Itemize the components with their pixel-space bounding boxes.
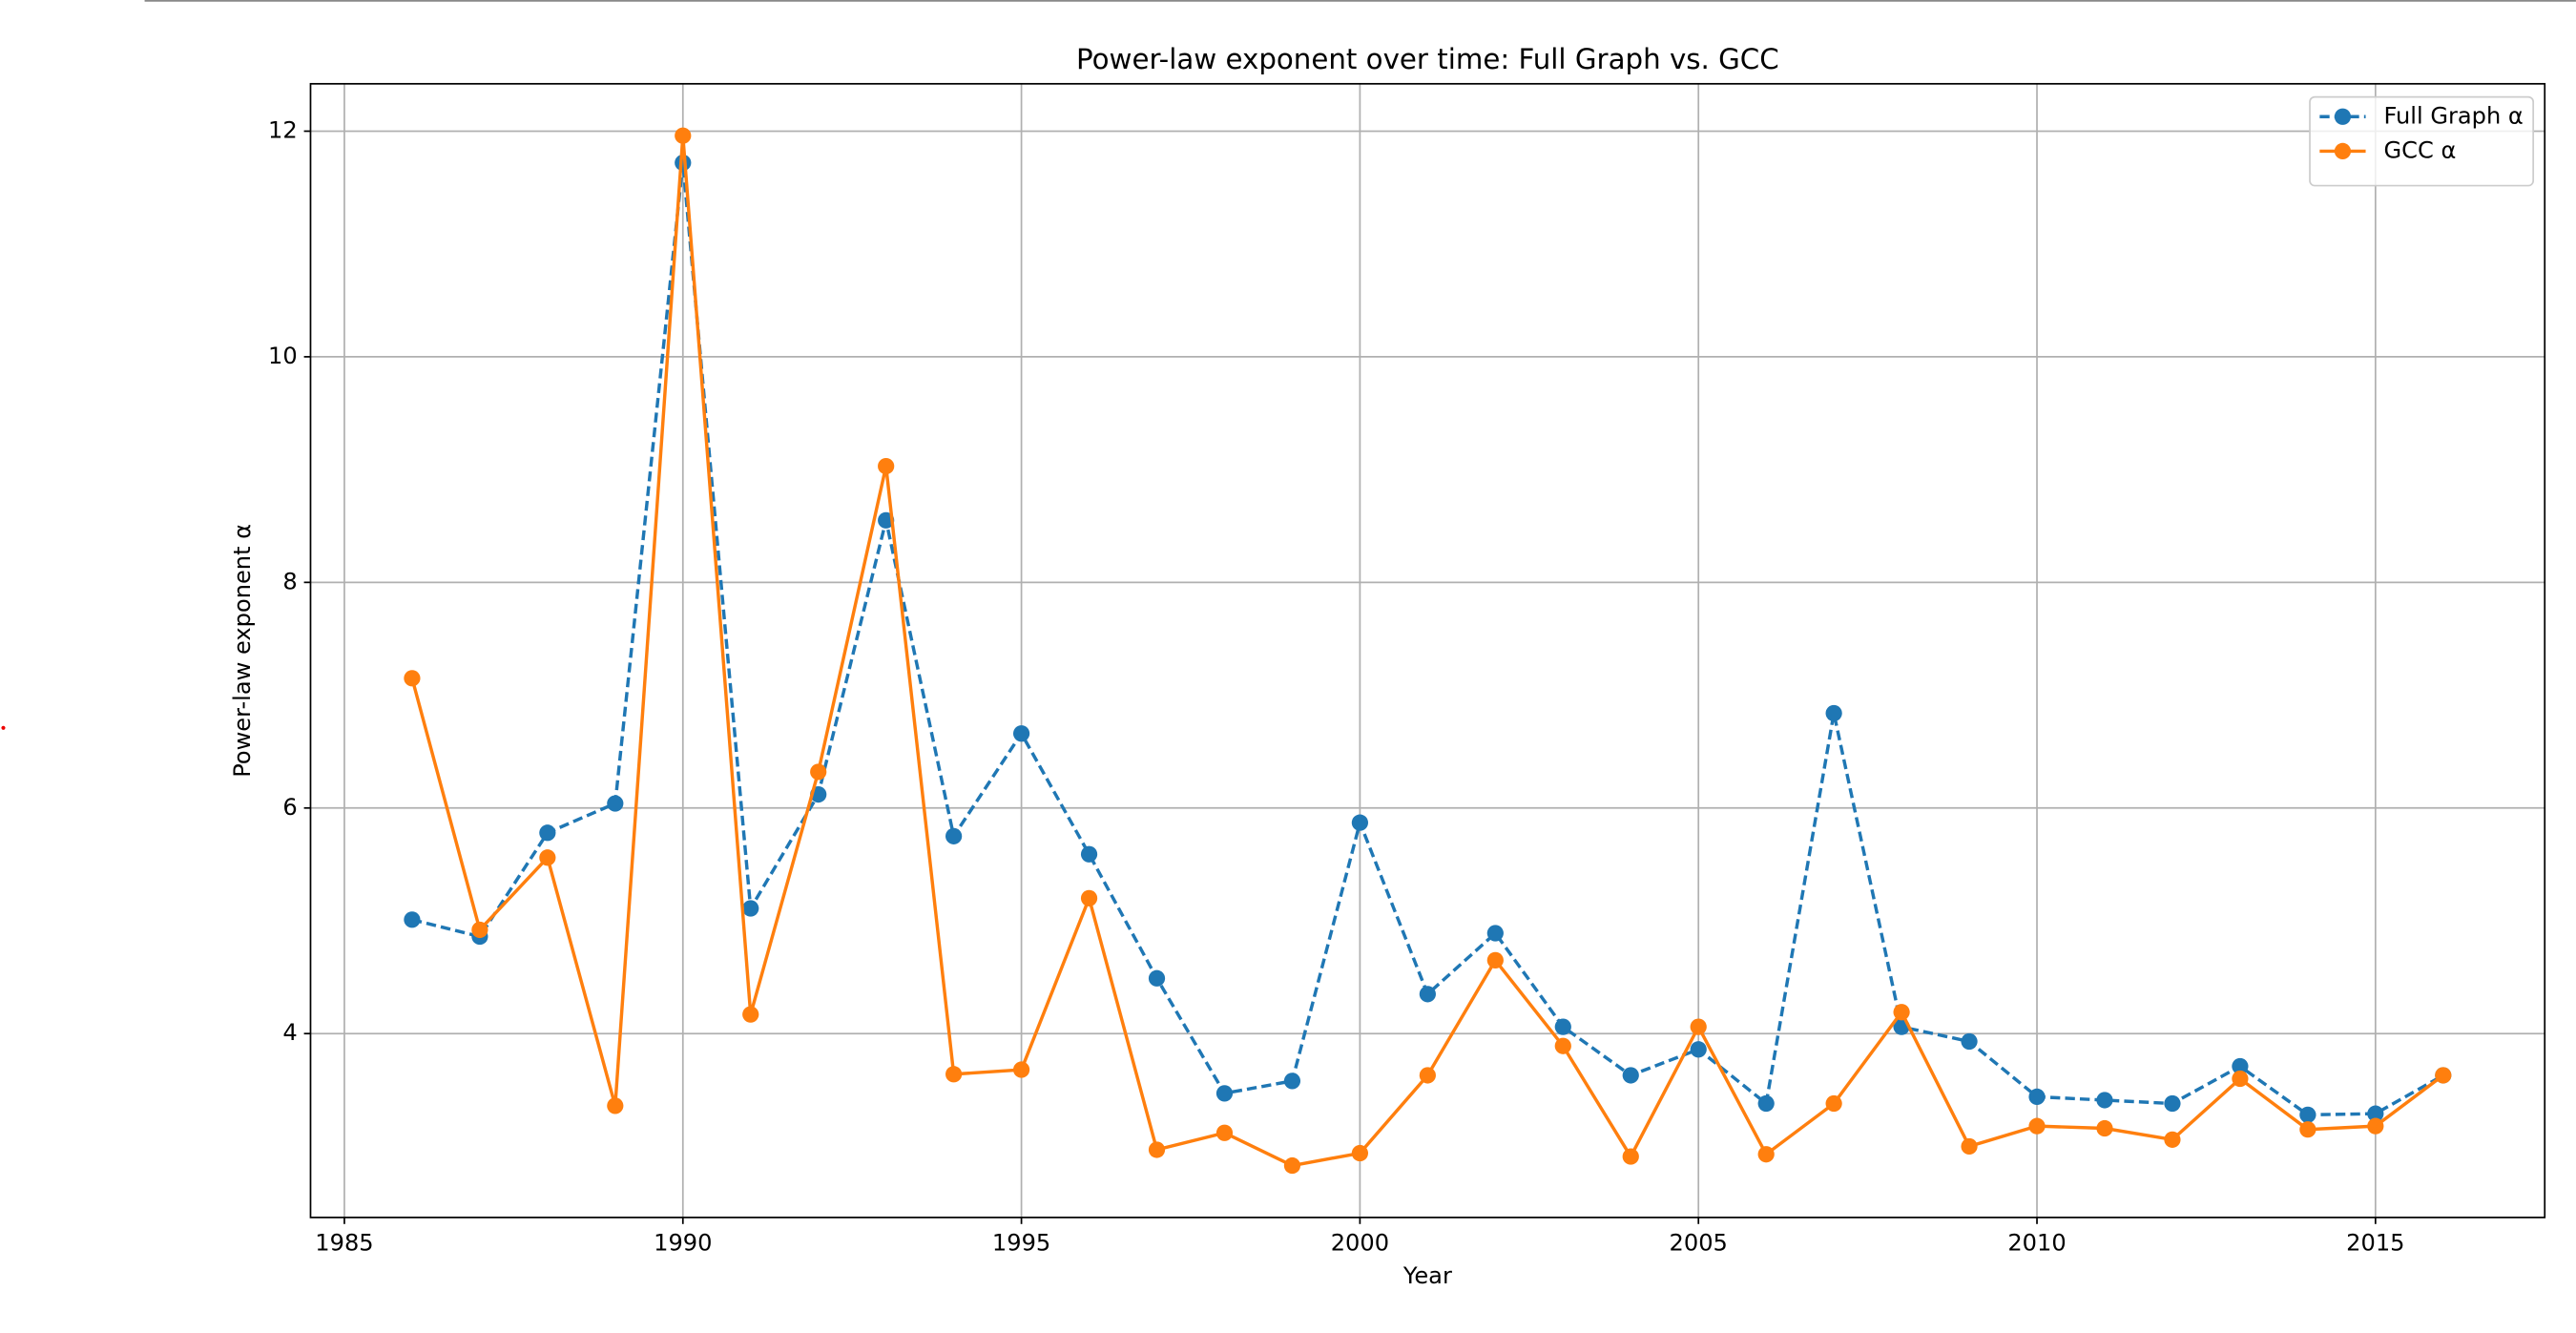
x-tick-label: 2000 bbox=[1331, 1229, 1389, 1256]
point bbox=[2299, 1121, 2316, 1138]
point bbox=[675, 127, 692, 144]
point bbox=[1757, 1094, 1775, 1113]
point bbox=[2299, 1106, 2316, 1123]
chart-title: Power-law exponent over time: Full Graph… bbox=[1076, 43, 1779, 75]
point bbox=[1961, 1137, 1978, 1156]
point bbox=[1012, 1061, 1030, 1078]
point bbox=[1283, 1073, 1301, 1090]
point bbox=[2232, 1070, 2249, 1088]
point bbox=[1893, 1004, 1910, 1021]
point bbox=[1012, 725, 1030, 742]
point bbox=[810, 763, 827, 781]
x-tick-label: 1985 bbox=[315, 1229, 373, 1256]
series-line bbox=[410, 135, 2444, 1168]
point bbox=[2028, 1117, 2046, 1135]
point bbox=[1283, 1156, 1301, 1175]
series-line bbox=[411, 162, 2444, 1117]
point bbox=[2028, 1088, 2046, 1106]
x-tick-label: 1990 bbox=[654, 1229, 712, 1256]
point bbox=[675, 154, 692, 172]
x-tick-label: 2010 bbox=[2007, 1229, 2066, 1256]
legend-label: GCC α bbox=[2383, 136, 2456, 163]
legend: Full Graph α GCC α bbox=[2309, 95, 2535, 187]
point bbox=[607, 795, 624, 812]
point bbox=[2164, 1094, 2181, 1113]
legend-label: Full Graph α bbox=[2383, 102, 2523, 129]
point bbox=[1554, 1037, 1571, 1054]
x-tick-label: 2005 bbox=[1670, 1229, 1728, 1256]
point bbox=[2367, 1117, 2384, 1135]
point bbox=[2096, 1119, 2113, 1137]
point bbox=[1486, 951, 1504, 969]
point bbox=[539, 824, 556, 842]
point bbox=[945, 827, 963, 844]
y-tick-label: 8 bbox=[282, 568, 297, 594]
point bbox=[945, 1066, 963, 1083]
point bbox=[1351, 814, 1369, 831]
point bbox=[471, 921, 488, 939]
point bbox=[742, 900, 759, 917]
point bbox=[742, 1006, 759, 1023]
point bbox=[2164, 1131, 2181, 1148]
point bbox=[1148, 969, 1166, 987]
point bbox=[1690, 1041, 1707, 1058]
point bbox=[2367, 1105, 2384, 1122]
y-tick-label: 6 bbox=[282, 794, 297, 821]
point bbox=[1351, 1144, 1369, 1162]
point bbox=[607, 1097, 624, 1114]
point bbox=[2232, 1057, 2249, 1075]
point bbox=[1622, 1148, 1639, 1165]
point bbox=[1825, 704, 1842, 722]
point bbox=[2096, 1092, 2113, 1109]
point bbox=[1622, 1067, 1639, 1084]
point bbox=[1419, 1067, 1436, 1084]
point bbox=[404, 670, 421, 687]
point bbox=[1215, 1085, 1234, 1102]
point bbox=[1215, 1124, 1234, 1141]
point bbox=[2435, 1067, 2452, 1084]
x-axis-label: Year bbox=[1402, 1262, 1452, 1289]
y-tick-label: 12 bbox=[268, 116, 298, 143]
point bbox=[878, 457, 895, 475]
point bbox=[1148, 1141, 1166, 1158]
x-tick-label: 2015 bbox=[2346, 1229, 2404, 1256]
point bbox=[1690, 1018, 1707, 1035]
point bbox=[1486, 925, 1504, 942]
y-tick-label: 10 bbox=[268, 343, 298, 369]
point bbox=[1757, 1146, 1775, 1163]
y-axis-label: Power-law exponent α bbox=[229, 524, 256, 778]
legend-marker bbox=[2334, 108, 2352, 125]
legend-box bbox=[2309, 95, 2535, 187]
point bbox=[1554, 1018, 1571, 1035]
stray-dot bbox=[1, 725, 6, 730]
plot-frame bbox=[309, 82, 2546, 1218]
x-tick-label: 1995 bbox=[992, 1229, 1050, 1256]
point bbox=[1080, 889, 1098, 906]
point bbox=[1825, 1094, 1842, 1113]
point bbox=[539, 849, 556, 866]
point bbox=[1419, 986, 1436, 1003]
legend-marker bbox=[2334, 142, 2352, 160]
point bbox=[1961, 1032, 1978, 1051]
point bbox=[1080, 845, 1098, 863]
y-tick-label: 4 bbox=[282, 1019, 297, 1046]
point bbox=[404, 911, 421, 928]
